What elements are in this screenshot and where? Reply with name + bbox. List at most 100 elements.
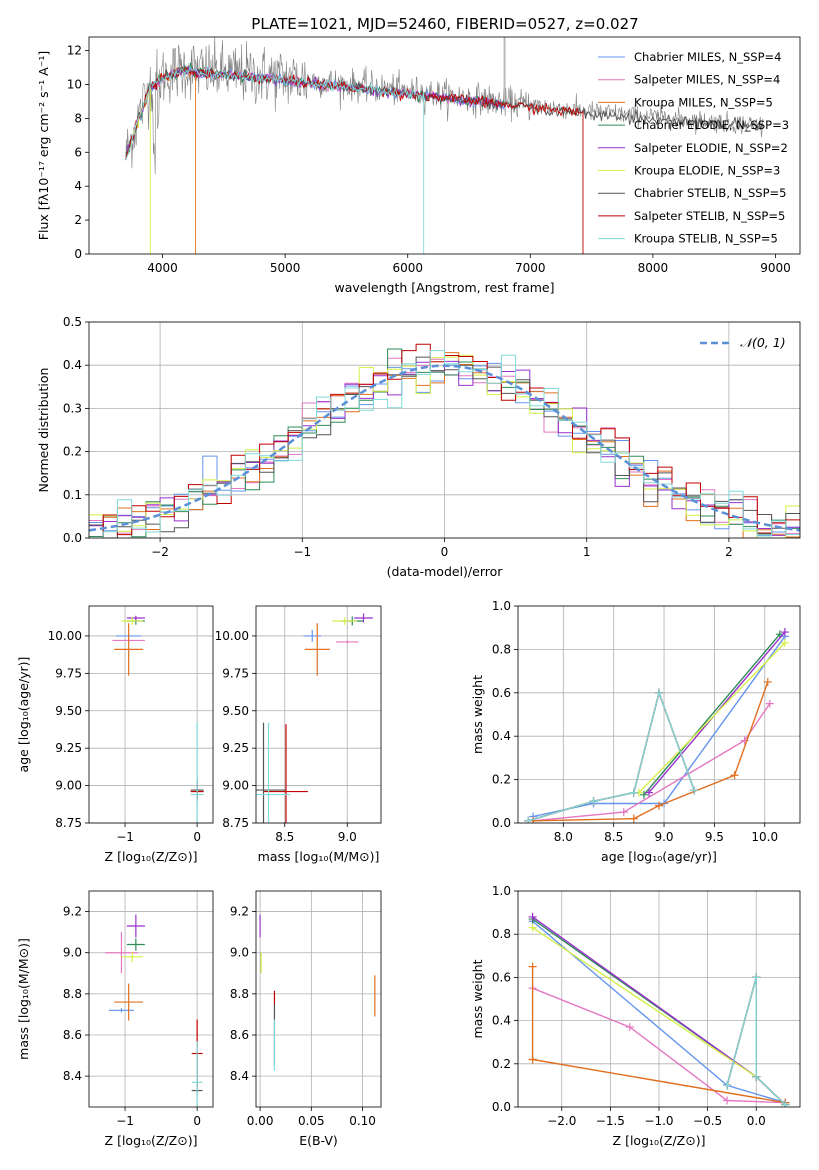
residuals-x-tick-label: 0 — [441, 545, 449, 559]
legend-label-gaussian: 𝒩(0, 1) — [740, 335, 786, 350]
weight-line-kroupa-elodie — [532, 927, 757, 1078]
z-mass-plot-area — [105, 914, 203, 1107]
weight-marker-kroupa-stelib — [752, 973, 761, 982]
legend-label-salpeter-miles: Salpeter MILES, N_SSP=4 — [634, 73, 780, 87]
age-weight-axes: 8.0 8.5 9.0 9.5 10.0 0.0 0.2 0.4 0.6 0.8 1.0 age [l… — [470, 599, 801, 864]
z-weight-y-tick-label: 0.2 — [492, 1057, 511, 1071]
spectrum-x-tick-label: 8000 — [638, 261, 669, 275]
spectrum-y-tick-label: 10 — [67, 77, 82, 91]
spectrum-y-tick-label: 12 — [67, 44, 82, 58]
legend-label-kroupa-miles: Kroupa MILES, N_SSP=5 — [634, 95, 773, 109]
z-mass-x-axis-label: Z [log₁₀(Z/Z⊙)] — [105, 1133, 198, 1148]
age-weight-panel: 8.0 8.5 9.0 9.5 10.0 0.0 0.2 0.4 0.6 0.8 1.0 age [l… — [470, 599, 801, 864]
residuals-x-tick-label: 2 — [725, 545, 733, 559]
weight-marker-salpeter-elodie — [780, 628, 789, 637]
residuals-y-tick-label: 0.3 — [63, 401, 82, 415]
weight-line-kroupa-stelib — [726, 977, 786, 1106]
mass-age-x-tick-label: 9.0 — [338, 830, 357, 844]
age-weight-x-axis-label: age [log₁₀(age/yr)] — [601, 849, 717, 864]
weight-marker-kroupa-stelib — [629, 788, 638, 797]
spectrum-x-tick-label: 6000 — [392, 261, 423, 275]
ebv-mass-y-tick-label: 8.8 — [230, 987, 249, 1001]
weight-marker-kroupa-elodie — [780, 638, 789, 647]
z-age-y-tick-label: 9.75 — [55, 666, 82, 680]
z-weight-x-tick-label: −1.5 — [596, 1114, 625, 1128]
residuals-y-tick-label: 0.2 — [63, 445, 82, 459]
z-age-frame — [88, 605, 214, 824]
weight-line-salpeter-miles — [533, 703, 771, 822]
z-weight-axes: −2.0 −1.5 −1.0 −0.5 0.0 0.0 0.2 0.4 0.6 0.8 1.0 Z [… — [470, 884, 801, 1148]
spectrum-y-axis-label: Flux [fλ10⁻¹⁷ erg cm⁻² s⁻¹ A⁻¹] — [36, 51, 51, 240]
ebv-mass-axes: 0.00 0.05 0.10 8.4 8.6 8.8 9.0 9.2 E(B-V) — [230, 890, 382, 1148]
weight-marker-kroupa-elodie — [528, 923, 537, 932]
age-weight-y-tick-label: 0.0 — [492, 816, 511, 830]
ebv-mass-x-tick-label: 0.00 — [247, 1114, 274, 1128]
z-mass-x-tick-label: −1 — [116, 1114, 134, 1128]
weight-marker-kroupa-stelib — [589, 797, 598, 806]
z-weight-y-tick-label: 0.6 — [492, 970, 511, 984]
age-weight-y-tick-label: 0.8 — [492, 642, 511, 656]
age-weight-y-tick-label: 0.2 — [492, 773, 511, 787]
z-weight-frame — [517, 890, 801, 1108]
age-weight-frame — [517, 605, 801, 824]
age-weight-plot-area — [524, 628, 789, 823]
model-spectrum-kroupa-stelib — [125, 66, 425, 254]
mass-age-y-tick-label: 9.25 — [222, 741, 249, 755]
z-mass-axes: −1 0 8.4 8.6 8.8 9.0 9.2 Z [log₁₀(Z/Z⊙)] mass [l… — [16, 890, 214, 1148]
z-age-y-tick-label: 8.75 — [55, 816, 82, 830]
age-weight-x-tick-label: 9.5 — [705, 830, 724, 844]
weight-marker-kroupa-stelib — [723, 1081, 732, 1090]
z-age-panel: −1 0 8.75 9.00 9.25 9.50 9.75 10.00 Z [log₁₀(Z/Z… — [16, 605, 214, 864]
weight-marker-kroupa-stelib — [524, 816, 533, 823]
weight-line-kroupa-miles — [533, 681, 769, 822]
mass-age-x-tick-label: 8.5 — [275, 830, 294, 844]
weight-marker-salpeter-miles — [625, 1023, 634, 1032]
mass-age-plot-area — [256, 613, 373, 823]
z-age-axes: −1 0 8.75 9.00 9.25 9.50 9.75 10.00 Z [log₁₀(Z/Z… — [16, 605, 214, 864]
spectrum-y-tick-label: 0 — [74, 247, 82, 261]
ebv-mass-y-tick-label: 9.2 — [230, 905, 249, 919]
model-spectrum-salpeter-stelib — [125, 66, 584, 254]
z-age-y-tick-label: 9.25 — [55, 741, 82, 755]
weight-marker-kroupa-miles — [730, 771, 739, 780]
z-age-y-tick-label: 10.00 — [48, 629, 82, 643]
z-age-y-tick-label: 9.00 — [55, 779, 82, 793]
z-age-x-axis-label: Z [log₁₀(Z/Z⊙)] — [105, 849, 198, 864]
residuals-x-tick-label: −2 — [151, 545, 169, 559]
z-mass-panel: −1 0 8.4 8.6 8.8 9.0 9.2 Z [log₁₀(Z/Z⊙)] mass [l… — [16, 890, 214, 1148]
z-weight-x-tick-label: 0.0 — [747, 1114, 766, 1128]
z-weight-y-tick-label: 1.0 — [492, 884, 511, 898]
z-weight-panel: −2.0 −1.5 −1.0 −0.5 0.0 0.0 0.2 0.4 0.6 0.8 1.0 Z [… — [470, 884, 801, 1148]
weight-marker-kroupa-stelib — [752, 1072, 761, 1081]
ebv-mass-y-tick-label: 9.0 — [230, 946, 249, 960]
z-mass-y-tick-label: 8.6 — [63, 1028, 82, 1042]
spectrum-x-tick-label: 9000 — [760, 261, 791, 275]
residuals-y-tick-label: 0.4 — [63, 358, 82, 372]
residuals-x-axis-label: (data-model)/error — [387, 564, 504, 579]
z-age-x-tick-label: −1 — [116, 830, 134, 844]
ebv-mass-x-axis-label: E(B-V) — [299, 1133, 338, 1148]
weight-marker-kroupa-miles — [763, 677, 772, 686]
weight-line-chabrier-miles — [532, 635, 786, 818]
age-weight-y-tick-label: 1.0 — [492, 599, 511, 613]
spectrum-x-tick-label: 5000 — [270, 261, 301, 275]
mass-age-y-tick-label: 9.00 — [222, 779, 249, 793]
ebv-mass-y-tick-label: 8.4 — [230, 1069, 249, 1083]
z-age-y-tick-label: 9.50 — [55, 704, 82, 718]
legend-label-chabrier-miles: Chabrier MILES, N_SSP=4 — [634, 50, 781, 64]
spectrum-x-tick-label: 7000 — [515, 261, 546, 275]
legend-label-kroupa-stelib: Kroupa STELIB, N_SSP=5 — [634, 232, 778, 246]
residuals-y-tick-label: 0.0 — [63, 531, 82, 545]
ebv-mass-y-tick-label: 8.6 — [230, 1028, 249, 1042]
residuals-y-tick-label: 0.5 — [63, 315, 82, 329]
age-weight-x-tick-label: 8.0 — [554, 830, 573, 844]
ebv-mass-x-tick-label: 0.10 — [349, 1114, 376, 1128]
weight-marker-salpeter-elodie — [528, 912, 537, 921]
z-weight-x-tick-label: −0.5 — [693, 1114, 722, 1128]
spectrum-y-tick-label: 2 — [74, 213, 82, 227]
weight-marker-salpeter-miles — [619, 808, 628, 817]
residuals-x-tick-label: 1 — [583, 545, 591, 559]
residuals-plot-area — [89, 343, 800, 538]
z-weight-x-tick-label: −2.0 — [547, 1114, 576, 1128]
weight-marker-kroupa-miles — [528, 962, 537, 971]
